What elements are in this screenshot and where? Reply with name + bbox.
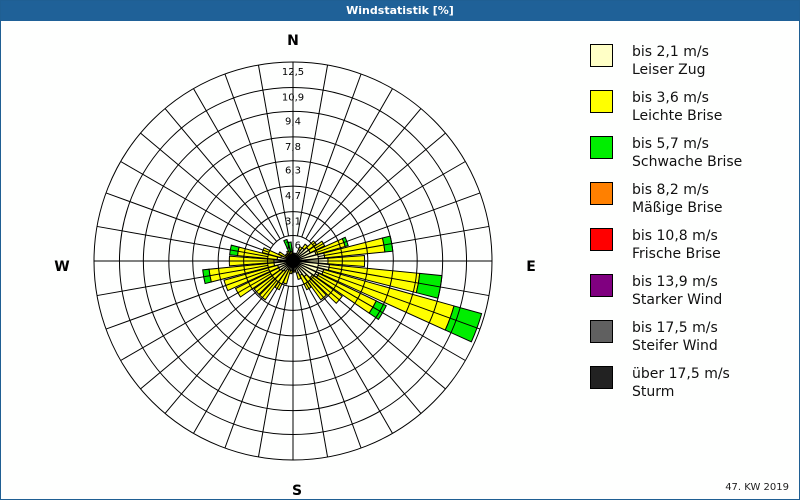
- direction-north: N: [287, 33, 299, 49]
- legend-range: bis 13,9 m/s: [632, 274, 718, 290]
- legend-label: Mäßige Brise: [632, 200, 723, 216]
- wind-sector: [295, 271, 302, 281]
- legend-swatch: [590, 136, 613, 159]
- legend-swatch: [590, 44, 613, 67]
- legend-label: Leiser Zug: [632, 62, 706, 78]
- legend-label: Frische Brise: [632, 246, 721, 262]
- wind-rose-grid: [93, 61, 493, 461]
- chart-title: Windstatistik [%]: [1, 1, 799, 21]
- legend-swatch: [590, 274, 613, 297]
- week-label: 47. KW 2019: [725, 482, 789, 493]
- direction-west: W: [54, 259, 69, 275]
- legend-item: bis 3,6 m/s Leichte Brise: [590, 90, 790, 136]
- legend-swatch: [590, 228, 613, 251]
- direction-south: S: [292, 483, 302, 499]
- legend-swatch: [590, 182, 613, 205]
- legend-label: Starker Wind: [632, 292, 723, 308]
- wind-sector: [444, 305, 483, 343]
- wind-sector: [277, 251, 288, 259]
- legend-range: über 17,5 m/s: [632, 366, 730, 382]
- ring-label: 7,8: [285, 142, 301, 153]
- wind-sector: [261, 247, 283, 259]
- legend-item: bis 8,2 m/s Mäßige Brise: [590, 182, 790, 228]
- wind-sector: [283, 238, 292, 253]
- legend-range: bis 8,2 m/s: [632, 182, 709, 198]
- legend-range: bis 2,1 m/s: [632, 44, 709, 60]
- wind-sector: [287, 241, 293, 253]
- ring-labels: 1,6 3,1 4,7 6,3 7,8 9,4 10,9 12,5: [282, 67, 304, 252]
- legend-label: Steifer Wind: [632, 338, 718, 354]
- legend-swatch: [590, 90, 613, 113]
- legend-label: Leichte Brise: [632, 108, 723, 124]
- legend-item: bis 10,8 m/s Frische Brise: [590, 228, 790, 274]
- ring-label: 9,4: [285, 116, 301, 127]
- wind-sector: [299, 273, 312, 291]
- legend-item: über 17,5 m/s Sturm: [590, 366, 790, 412]
- legend-range: bis 10,8 m/s: [632, 228, 718, 244]
- legend-item: bis 17,5 m/s Steifer Wind: [590, 320, 790, 366]
- legend-range: bis 5,7 m/s: [632, 136, 709, 152]
- legend-range: bis 3,6 m/s: [632, 90, 709, 106]
- legend-item: bis 13,9 m/s Starker Wind: [590, 274, 790, 320]
- direction-east: E: [526, 259, 536, 275]
- ring-label: 12,5: [282, 67, 304, 78]
- legend-item: bis 2,1 m/s Leiser Zug: [590, 44, 790, 90]
- wind-sector: [274, 268, 290, 291]
- legend-swatch: [590, 320, 613, 343]
- ring-label: 4,7: [285, 191, 301, 202]
- legend-range: bis 17,5 m/s: [632, 320, 718, 336]
- wind-sector: [415, 272, 443, 299]
- ring-label: 6,3: [285, 166, 301, 177]
- legend-swatch: [590, 366, 613, 389]
- legend: bis 2,1 m/s Leiser Zug bis 3,6 m/s Leich…: [590, 44, 790, 412]
- legend-label: Sturm: [632, 384, 675, 400]
- ring-label: 1,6: [285, 241, 301, 252]
- legend-item: bis 5,7 m/s Schwache Brise: [590, 136, 790, 182]
- ring-label: 3,1: [285, 217, 301, 228]
- legend-label: Schwache Brise: [632, 154, 743, 170]
- ring-label: 10,9: [282, 92, 304, 103]
